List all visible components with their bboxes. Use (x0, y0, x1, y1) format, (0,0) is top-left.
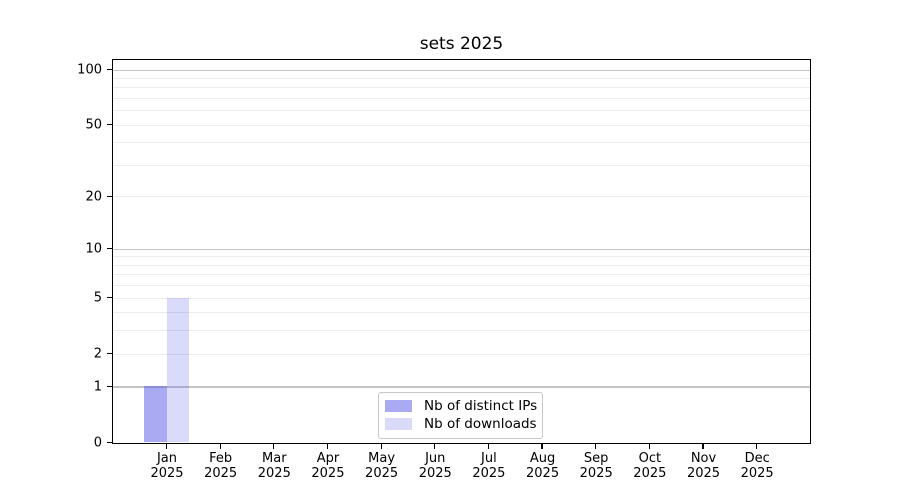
x-tick-label-year: 2025 (633, 466, 667, 481)
y-tick-label: 10 (85, 241, 102, 257)
y-tick (107, 353, 112, 355)
x-tick-label-year: 2025 (740, 466, 774, 481)
gridline-minor (113, 77, 810, 79)
x-tick-label-year: 2025 (526, 466, 560, 481)
legend-label: Nb of distinct IPs (424, 397, 538, 414)
x-tick-label: Apr 2025 (288, 451, 368, 481)
x-tick-label-month: Jan (156, 451, 178, 466)
y-tick (107, 124, 112, 126)
x-tick-label: Jan 2025 (127, 451, 207, 481)
gridline-minor (113, 142, 810, 144)
legend-item: Nb of downloads (379, 415, 542, 433)
x-tick-label-month: Sep (583, 451, 609, 466)
gridline-minor (113, 274, 810, 276)
y-tick (107, 195, 112, 198)
x-tick-label-month: Nov (690, 451, 717, 466)
y-tick-label: 0 (93, 435, 102, 451)
gridline-major (113, 386, 810, 388)
x-tick-label: Dec 2025 (717, 451, 797, 481)
gridline-major (113, 248, 810, 250)
x-tick-label-year: 2025 (686, 466, 721, 481)
legend-item: Nb of distinct IPs (379, 397, 542, 415)
y-tick-label: 20 (85, 189, 102, 205)
y-tick (107, 385, 112, 388)
gridline-minor (113, 164, 810, 166)
plot-area (107, 59, 811, 449)
x-tick-label-month: Feb (209, 451, 233, 466)
y-tick (107, 68, 112, 71)
gridline-minor (113, 124, 810, 126)
x-tick (648, 444, 651, 449)
y-tick-label: 2 (93, 346, 102, 362)
x-tick-label-year: 2025 (150, 466, 184, 481)
gridline-minor (113, 312, 810, 314)
x-tick-label-year: 2025 (365, 466, 399, 481)
x-tick-label-month: Aug (529, 451, 556, 466)
gridline-minor (113, 110, 810, 112)
x-tick-label-year: 2025 (472, 466, 506, 481)
x-tick-label: Feb 2025 (181, 451, 261, 481)
y-tick (107, 441, 112, 444)
gridline-minor (113, 330, 810, 332)
x-tick (756, 444, 758, 449)
x-tick-label: Mar 2025 (234, 451, 314, 481)
x-tick-label-year: 2025 (418, 466, 452, 481)
x-tick-label-month: Dec (744, 451, 770, 466)
x-tick (219, 444, 221, 449)
x-tick-label-month: Jun (425, 451, 446, 466)
x-tick (273, 444, 275, 449)
x-tick-label-year: 2025 (257, 466, 291, 481)
x-tick-label-month: Apr (316, 451, 340, 466)
x-tick-label-year: 2025 (579, 466, 613, 481)
x-tick-label: Oct 2025 (610, 451, 690, 481)
gridline-minor (113, 256, 810, 258)
y-tick-label: 1 (93, 379, 102, 395)
x-tick (487, 444, 490, 449)
x-tick-label-year: 2025 (311, 466, 345, 481)
x-tick-label: Jul 2025 (449, 451, 529, 481)
gridline-minor (113, 97, 810, 99)
gridline-minor (113, 87, 810, 89)
gridline-minor (113, 196, 810, 198)
x-tick-label-month: Oct (638, 451, 662, 466)
x-tick (702, 444, 704, 449)
x-tick-label-month: Mar (262, 451, 287, 466)
y-tick-label: 100 (77, 62, 102, 78)
gridline-minor (113, 297, 810, 299)
legend-swatch (385, 417, 412, 430)
bar-nb-of-downloads (166, 297, 189, 443)
x-tick-label: Jun 2025 (395, 451, 475, 481)
x-tick (541, 444, 543, 449)
bar-nb-of-distinct-ips (144, 386, 167, 443)
x-tick (380, 444, 382, 449)
chart-title: sets 2025 (419, 34, 504, 54)
gridline-minor (113, 285, 810, 287)
x-tick (434, 444, 436, 449)
x-tick-label: Sep 2025 (556, 451, 636, 481)
y-tick-label: 5 (93, 290, 102, 306)
gridline-major (113, 69, 810, 71)
y-tick (107, 297, 112, 299)
x-tick-label-month: May (368, 451, 396, 466)
gridline-minor (113, 264, 810, 266)
gridline-minor (113, 353, 810, 355)
x-tick-label: May 2025 (342, 451, 422, 481)
x-tick-label: Nov 2025 (664, 451, 744, 481)
x-tick-label-month: Jul (481, 451, 497, 466)
legend-label: Nb of downloads (424, 415, 537, 432)
x-tick (165, 444, 168, 449)
x-tick-label: Aug 2025 (503, 451, 583, 481)
legend-swatch (385, 399, 412, 412)
legend: Nb of distinct IPs Nb of downloads (378, 391, 543, 439)
y-tick (107, 248, 112, 250)
y-tick-label: 50 (85, 117, 102, 133)
x-tick-label-year: 2025 (204, 466, 238, 481)
x-tick (595, 444, 597, 449)
x-tick (326, 444, 329, 449)
